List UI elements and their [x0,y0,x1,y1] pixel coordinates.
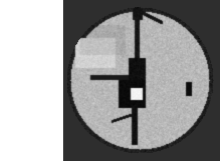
Text: 11: 11 [205,154,214,160]
Text: Vertebral Artery: Vertebral Artery [4,124,72,133]
Text: Basilar artery: Basilar artery [4,16,61,25]
Bar [0,0,64,161]
